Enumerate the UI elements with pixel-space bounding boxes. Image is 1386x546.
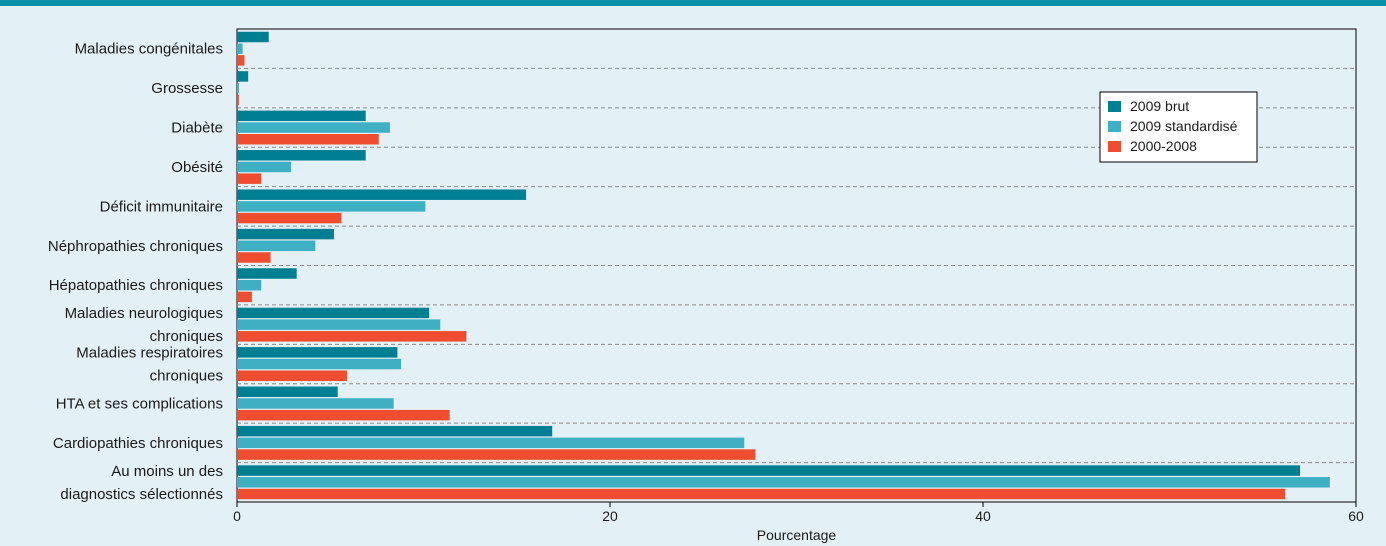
- bar: [237, 319, 441, 330]
- bar: [237, 161, 292, 173]
- category-label: Maladies congénitales: [75, 41, 223, 58]
- category-label: Diabète: [171, 120, 223, 137]
- bar: [237, 268, 297, 279]
- bar: [237, 449, 756, 460]
- legend-swatch: [1108, 121, 1121, 132]
- category-label: Au moins un des: [111, 463, 223, 480]
- category-label: Hépatopathies chroniques: [49, 277, 223, 294]
- top-band: [0, 0, 1386, 6]
- bar: [237, 409, 450, 421]
- category-label: Cardiopathies chroniques: [53, 435, 223, 452]
- bar: [237, 55, 245, 66]
- legend-label: 2009 brut: [1130, 98, 1189, 114]
- category-label: chroniques: [150, 328, 223, 345]
- bar: [237, 370, 348, 381]
- bar: [237, 437, 745, 449]
- bar: [237, 291, 252, 303]
- category-label: Obésité: [171, 159, 223, 176]
- bar: [237, 43, 243, 54]
- bar: [237, 94, 239, 106]
- legend-label: 2000-2008: [1130, 138, 1197, 154]
- bar: [237, 110, 366, 122]
- category-label: Maladies respiratoires: [76, 345, 223, 362]
- bar: [237, 71, 249, 82]
- legend-swatch: [1108, 141, 1121, 152]
- x-tick-label: 0: [233, 508, 241, 524]
- bar: [237, 82, 239, 94]
- bar: [237, 488, 1286, 500]
- bar: [237, 347, 398, 358]
- bar: [237, 477, 1330, 488]
- bar: [237, 240, 316, 252]
- category-label: diagnostics sélectionnés: [60, 486, 223, 503]
- bar: [237, 425, 553, 437]
- bar: [237, 201, 426, 212]
- x-axis-title: Pourcentage: [757, 527, 837, 543]
- bar: [237, 358, 402, 370]
- category-label: chroniques: [150, 368, 223, 385]
- x-tick-label: 60: [1348, 508, 1364, 524]
- bar: [237, 279, 262, 291]
- bar: [237, 398, 394, 409]
- category-label: Grossesse: [151, 80, 223, 97]
- bar: [237, 150, 366, 161]
- bar: [237, 133, 379, 145]
- bar: [237, 122, 390, 133]
- bar: [237, 31, 269, 43]
- bar: [237, 212, 342, 224]
- x-tick-label: 40: [975, 508, 991, 524]
- legend-label: 2009 standardisé: [1130, 118, 1238, 134]
- legend: [1099, 91, 1258, 163]
- bar: [237, 173, 262, 184]
- legend-swatch: [1108, 101, 1121, 112]
- bar: [237, 228, 334, 240]
- bar: [237, 386, 338, 398]
- bar: [237, 252, 271, 263]
- bar: [237, 189, 527, 200]
- category-label: Maladies neurologiques: [65, 305, 223, 322]
- category-label: Déficit immunitaire: [100, 198, 223, 215]
- bar: [237, 307, 430, 319]
- x-tick-label: 20: [602, 508, 618, 524]
- bar: [237, 465, 1301, 476]
- bar: [237, 331, 467, 342]
- category-label: Néphropathies chroniques: [48, 238, 223, 255]
- category-label: HTA et ses complications: [56, 395, 223, 412]
